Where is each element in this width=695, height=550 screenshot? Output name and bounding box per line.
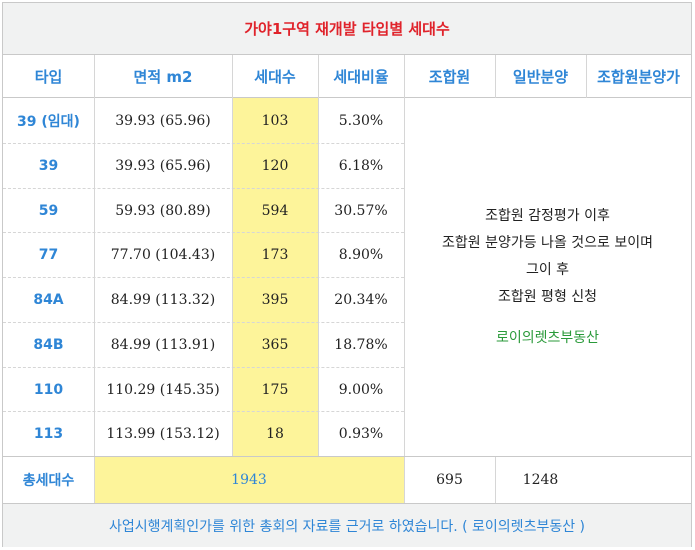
row-type: 113 [33,426,64,442]
row-type: 110 [33,381,64,398]
note-line: 조합원 분양가등 나올 것으로 보이며 [442,234,653,251]
row-area: 113.99 (153.12) [106,426,220,442]
row-ratio: 0.93% [338,426,384,442]
col-divider [318,55,319,456]
row-units: 18 [266,426,284,442]
row-divider [3,367,404,368]
row-type: 77 [38,247,59,263]
note-line: 그이 후 [525,261,570,278]
row-units: 173 [261,247,289,263]
row-divider [3,143,404,144]
header-type: 타입 [3,55,94,98]
header-members: 조합원 [404,55,495,98]
row-units: 120 [261,158,289,174]
row-area: 39.93 (65.96) [115,158,211,174]
member-note: 조합원 감정평가 이후 조합원 분양가등 나올 것으로 보이며 그이 후 조합원… [404,98,691,456]
col-divider [495,457,496,503]
row-type: 59 [38,202,59,219]
row-ratio: 8.90% [338,247,384,263]
row-ratio: 20.34% [334,292,388,308]
row-divider [3,322,404,323]
row-ratio: 18.78% [334,337,388,353]
row-type: 39 (임대) [17,114,80,130]
header-area: 면적 m2 [94,55,232,98]
total-highlight [94,457,404,503]
header-ratio: 세대비율 [318,55,404,98]
note-line: 조합원 감정평가 이후 [485,207,610,224]
total-label: 총세대수 [22,473,75,489]
row-ratio: 6.18% [338,158,384,174]
row-ratio: 9.00% [338,381,384,398]
row-area: 77.70 (104.43) [110,247,216,263]
col-divider [232,55,233,98]
row-divider [3,277,404,278]
row-units: 395 [261,292,289,308]
row-area: 84.99 (113.91) [110,337,216,353]
header-general: 일반분양 [495,55,586,98]
total-divider [3,456,691,457]
row-divider [3,411,404,412]
row-area: 110.29 (145.35) [106,381,220,398]
col-divider [586,55,587,98]
header-member-price: 조합원분양가 [586,55,691,98]
row-area: 59.93 (80.89) [115,202,211,219]
col-divider [495,55,496,98]
row-divider [3,232,404,233]
row-ratio: 30.57% [334,202,388,219]
row-area: 39.93 (65.96) [115,113,211,129]
row-units: 175 [261,381,289,398]
col-divider [94,55,95,503]
row-type: 84A [33,292,64,308]
row-units: 594 [261,202,289,219]
total-general: 1248 [522,472,559,488]
note-line: 조합원 평형 신청 [497,288,598,305]
row-units: 103 [261,113,289,129]
table-title: 가야1구역 재개발 타입별 세대수 [3,3,691,55]
header-units: 세대수 [232,55,318,98]
row-area: 84.99 (113.32) [110,292,216,308]
source-footer: 사업시행계획인가를 위한 총회의 자료를 근거로 하였습니다. ( 로이의렛츠부… [3,503,691,547]
row-units: 365 [261,337,289,353]
row-ratio: 5.30% [338,113,384,129]
col-divider [404,55,405,503]
total-units: 1943 [231,472,267,488]
row-divider [3,188,404,189]
row-type: 39 [38,158,59,174]
agency-name: 로이의렛츠부동산 [495,329,600,346]
row-type: 84B [33,337,64,353]
total-members: 695 [436,472,463,488]
